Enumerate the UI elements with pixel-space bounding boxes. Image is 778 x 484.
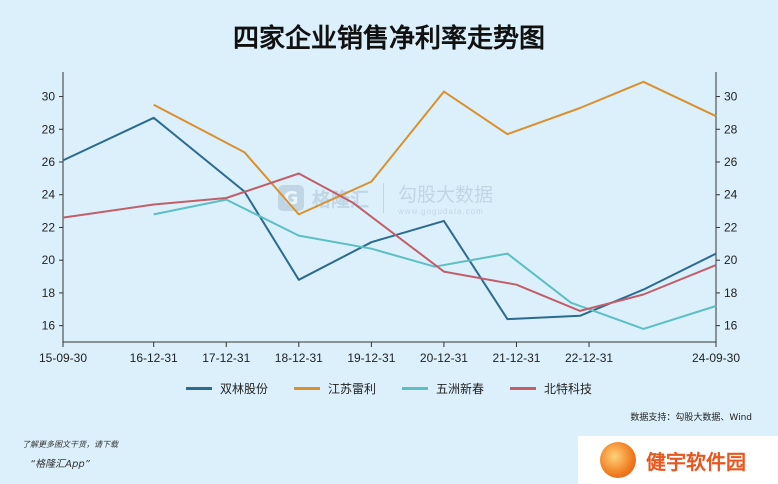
legend-label: 五洲新春	[436, 382, 485, 396]
legend-swatch	[185, 387, 212, 390]
site-badge: 健宇软件园	[578, 436, 778, 484]
chart-title: 四家企业销售净利率走势图	[232, 24, 545, 54]
watermark-separator	[383, 183, 385, 213]
x-tick-label: 19-12-31	[347, 351, 395, 365]
y-tick-label-right: 30	[724, 90, 738, 104]
series-line	[153, 80, 717, 216]
legend-item: 北特科技	[510, 380, 592, 397]
x-tick-label: 17-12-31	[202, 351, 250, 365]
series-line	[62, 172, 717, 312]
x-tick-label: 16-12-31	[130, 351, 178, 365]
y-tick-label-left: 20	[42, 253, 56, 267]
y-tick-label-right: 22	[724, 220, 738, 234]
x-tick-label: 18-12-31	[275, 351, 323, 365]
x-tick-label: 24-09-30	[692, 351, 740, 365]
legend-swatch	[510, 387, 537, 390]
x-tick-label: 21-12-31	[492, 351, 540, 365]
y-tick-label-right: 16	[724, 319, 738, 333]
series-line	[153, 198, 717, 330]
series-line	[62, 116, 717, 321]
y-tick-label-left: 24	[42, 188, 56, 202]
y-tick-label-right: 26	[724, 155, 738, 169]
x-tick-label: 22-12-31	[565, 351, 613, 365]
legend-swatch	[402, 387, 428, 390]
chart-axes: 16 16 18 18 20 20 22 22 24 24 26 26 28 28 30 30 15-09-30…	[39, 72, 740, 365]
footer-note: 了解更多图文干货，请下载	[22, 440, 118, 449]
site-badge-text: 健宇软件园	[646, 449, 746, 474]
legend-label: 北特科技	[544, 382, 593, 396]
legend-label: 江苏雷利	[327, 382, 376, 396]
watermark-url: www.gogudata.com	[398, 207, 484, 216]
watermark-brand: 勾股大数据	[398, 184, 494, 206]
y-tick-label-left: 28	[42, 122, 56, 136]
y-tick-label-left: 16	[42, 319, 56, 333]
watermark-logo-icon: G	[278, 185, 304, 211]
chart-series	[62, 80, 717, 330]
y-tick-label-left: 30	[42, 90, 56, 104]
legend-item: 五洲新春	[402, 380, 484, 397]
x-tick-label: 15-09-30	[39, 351, 87, 365]
y-tick-label-right: 24	[724, 188, 738, 202]
y-tick-label-right: 20	[724, 253, 738, 267]
footer-app: “格隆汇App”	[30, 459, 90, 470]
chart-legend: 双林股份 江苏雷利 五洲新春 北特科技	[0, 380, 778, 397]
legend-item: 江苏雷利	[293, 380, 376, 397]
y-tick-label-left: 26	[42, 155, 56, 169]
watermark: G 格隆汇 勾股大数据 www.gogudata.com	[278, 180, 493, 216]
fox-logo-icon	[600, 442, 636, 478]
legend-item: 双林股份	[185, 380, 268, 397]
legend-swatch	[293, 387, 320, 390]
y-tick-label-right: 18	[724, 286, 738, 300]
legend-label: 双林股份	[219, 382, 268, 396]
x-tick-label: 20-12-31	[420, 351, 468, 365]
y-tick-label-left: 18	[42, 286, 56, 300]
y-tick-label-left: 22	[42, 220, 56, 234]
y-tick-label-right: 28	[724, 122, 738, 136]
source-text: 数据支持：勾股大数据、Wind	[630, 413, 752, 423]
